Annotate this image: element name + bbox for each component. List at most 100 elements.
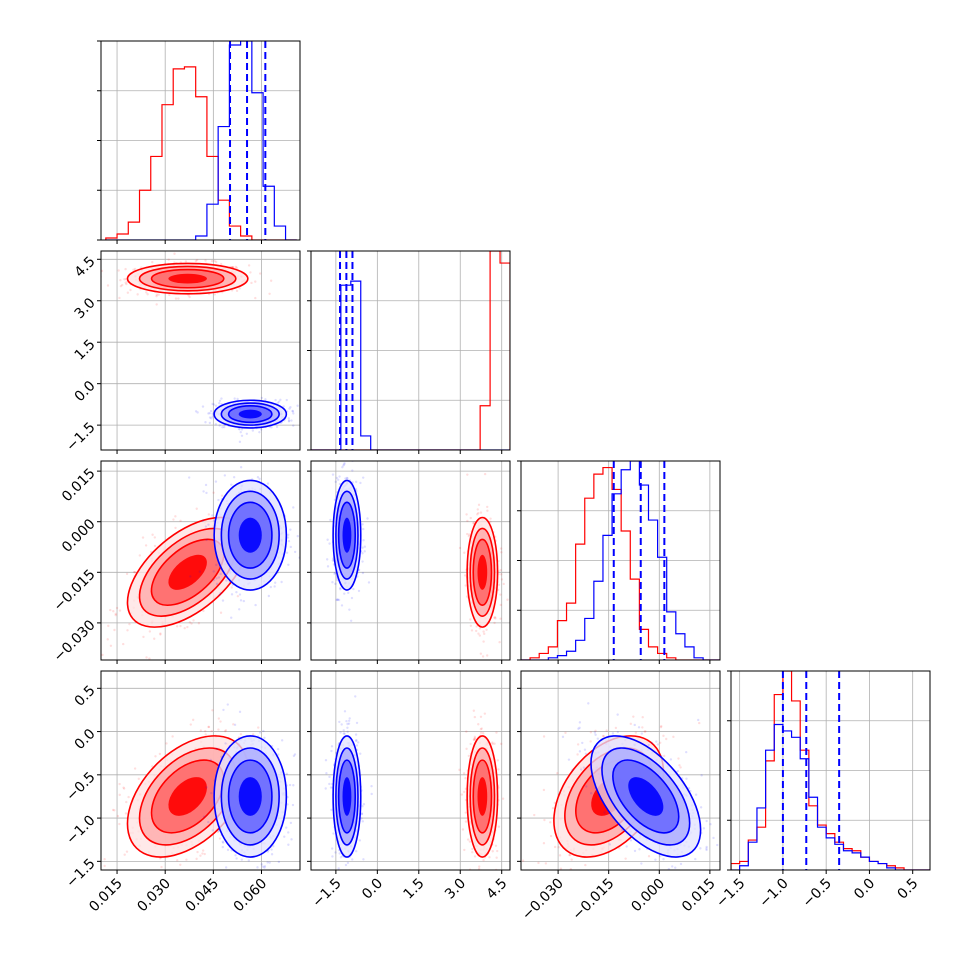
sample-point [103, 858, 105, 860]
sample-point [278, 861, 280, 863]
grid-lines [521, 461, 720, 660]
sample-point [218, 717, 220, 719]
sample-point [203, 815, 205, 817]
sample-point [234, 724, 236, 726]
sample-point [112, 809, 114, 811]
sample-point [122, 786, 124, 788]
sample-point [262, 730, 264, 732]
x-tick-label: 0.0 [851, 876, 878, 903]
sample-point [290, 838, 292, 840]
sample-point [205, 484, 207, 486]
sample-point [230, 484, 232, 486]
sample-point [220, 397, 222, 399]
y-tick-label: −1.5 [63, 856, 98, 891]
sample-point [292, 412, 294, 414]
sample-point [283, 836, 285, 838]
sample-point [482, 898, 484, 900]
sample-point [204, 259, 206, 261]
sample-point [101, 654, 103, 656]
sample-point [205, 525, 207, 527]
sample-point [148, 657, 150, 659]
sample-point [479, 896, 481, 898]
sample-point [342, 464, 344, 466]
sample-point [107, 625, 109, 627]
sample-point [222, 599, 224, 601]
sample-point [464, 777, 466, 779]
sample-point [204, 853, 206, 855]
sample-point [212, 492, 214, 494]
sample-point [218, 424, 220, 426]
sample-point [202, 490, 204, 492]
sample-point [274, 399, 276, 401]
sample-point [225, 866, 227, 868]
sample-point [463, 791, 465, 793]
y-tick-label: −0.030 [51, 617, 99, 665]
x-tick-label: −1.5 [713, 876, 748, 911]
sample-point [485, 629, 487, 631]
sample-point [470, 625, 472, 627]
sample-point [469, 618, 471, 620]
sample-point [224, 742, 226, 744]
sample-point [199, 855, 201, 857]
sample-point [326, 558, 328, 560]
histogram-panel-1 [97, 41, 300, 244]
sample-point [326, 539, 328, 541]
sample-point [117, 269, 119, 271]
sample-point [361, 552, 363, 554]
sample-point [361, 560, 363, 562]
sample-point [73, 624, 75, 626]
sample-point [492, 850, 494, 852]
sample-point [293, 755, 295, 757]
sample-point [116, 607, 118, 609]
sample-point [179, 864, 181, 866]
histogram-blue-step [311, 281, 520, 450]
sample-point [185, 859, 187, 861]
sample-point [205, 539, 207, 541]
scatter-content [103, 703, 317, 900]
sample-point [296, 405, 298, 407]
sample-point [286, 773, 288, 775]
sample-point [368, 581, 370, 583]
sample-point [192, 719, 194, 721]
sample-point [215, 423, 217, 425]
sample-point [217, 499, 219, 501]
sample-point [196, 259, 198, 261]
sample-point [186, 626, 188, 628]
y-tick-label: 0.000 [59, 516, 99, 556]
sample-point [221, 494, 223, 496]
sample-point [477, 633, 479, 635]
y-tick-label: 0.015 [59, 465, 99, 505]
sample-point [216, 748, 218, 750]
sample-point [294, 551, 296, 553]
histogram-panel-3 [517, 461, 721, 664]
sample-point [185, 260, 187, 262]
sample-point [133, 571, 135, 573]
sample-point [209, 422, 211, 424]
sample-point [475, 630, 477, 632]
sample-point [207, 726, 209, 728]
x-tick-label: 0.045 [183, 876, 223, 916]
sample-point [499, 618, 501, 620]
sample-point [188, 296, 190, 298]
sample-point [118, 297, 120, 299]
sample-point [500, 604, 502, 606]
sample-point [464, 584, 466, 586]
sample-point [212, 829, 214, 831]
sample-point [338, 475, 340, 477]
sample-point [126, 629, 128, 631]
sample-point [482, 859, 484, 861]
sample-point [475, 880, 477, 882]
sample-point [500, 551, 502, 553]
sample-point [465, 748, 467, 750]
sample-point [154, 536, 156, 538]
sample-point [218, 402, 220, 404]
sample-point [216, 583, 218, 585]
sample-point [222, 846, 224, 848]
sample-point [153, 638, 155, 640]
sample-point [465, 811, 467, 813]
sample-point [207, 821, 209, 823]
sample-point [254, 297, 256, 299]
sample-point [246, 433, 248, 435]
